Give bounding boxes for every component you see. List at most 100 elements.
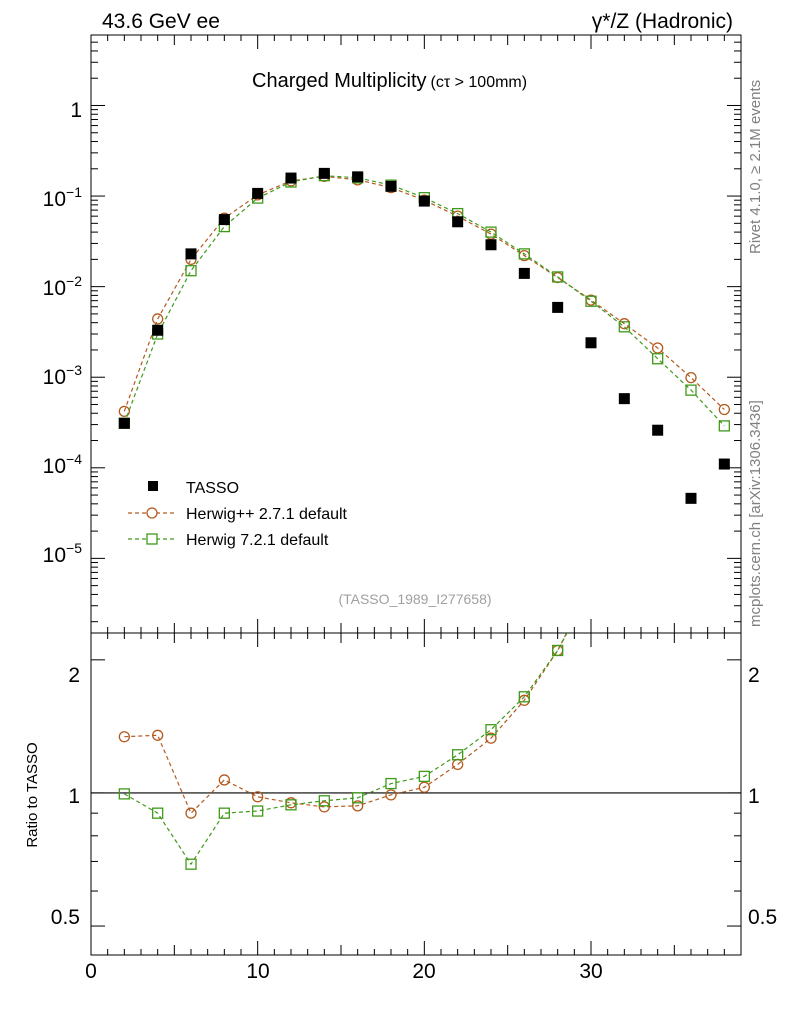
ratio-axis-ticks: [90, 633, 741, 955]
ratio-herwig7-point-x28: [552, 644, 564, 657]
main-tasso-point-x36: [685, 492, 697, 504]
ratio-herwig7-point-x12: [285, 799, 297, 811]
main-herwigpp-point-x34: [652, 342, 664, 354]
main-axis-ticks: [90, 34, 741, 633]
main-herwigpp-point-x36: [685, 371, 697, 384]
main-plot-panel: 1 10−1 10−2 10−3 10−4 10−5 Charged Multi…: [43, 34, 742, 634]
ratio-plot-panel: Ratio to TASSO 2 1 0.5 2 1 0.5 0 10 20 3…: [24, 580, 777, 983]
x-tick-labels: 0 10 20 30: [85, 960, 603, 983]
main-herwig7-point-x26: [518, 248, 530, 260]
legend-entry-herwigpp: Herwig++ 2.7.1 default: [128, 506, 348, 523]
ratio-herwig7-line: [123, 633, 568, 866]
ratio-herwigpp-point-x10: [252, 791, 264, 803]
main-tasso-point-x16: [352, 171, 364, 183]
main-y-tick-label-0.00001: 10−5: [43, 540, 83, 567]
main-y-tick-label-0.0001: 10−4: [43, 451, 83, 478]
main-tasso-point-x30: [585, 337, 597, 349]
main-tasso-point-x24: [485, 239, 497, 251]
ratio-y-axis-label: Ratio to TASSO: [24, 742, 41, 847]
ratio-y-tick-label-0.5-right: 0.5: [748, 906, 777, 929]
ratio-y-tick-label-1-left: 1: [68, 785, 80, 808]
ratio-herwig7-point-x2: [118, 788, 130, 800]
ratio-y-tick-label-0.5-left: 0.5: [51, 906, 80, 929]
ratio-y-tick-label-1-right: 1: [748, 785, 760, 808]
ratio-herwigpp-line: [124, 633, 568, 815]
x-tick-label-30: 30: [579, 960, 602, 983]
ratio-herwig7-point-x8: [218, 807, 230, 819]
ratio-herwigpp-point-x16: [352, 800, 364, 812]
main-y-tick-label-0.01: 10−2: [43, 273, 83, 300]
main-tasso-point-x12: [285, 172, 297, 184]
ratio-y-tick-labels-right: 2 1 0.5: [748, 664, 777, 929]
legend-marker-herwig7: [146, 533, 158, 545]
main-herwig7-point-x36: [685, 384, 697, 396]
rivet-version-label: Rivet 4.1.0, ≥ 2.1M events: [747, 80, 764, 254]
x-tick-label-0: 0: [85, 960, 97, 983]
ratio-herwig7-point-x16: [352, 792, 364, 804]
main-tasso-point-x28: [552, 301, 564, 313]
legend-label-tasso: TASSO: [186, 480, 239, 497]
ratio-y-tick-label-2-left: 2: [68, 664, 80, 687]
legend-label-herwigpp: Herwig++ 2.7.1 default: [186, 506, 348, 523]
main-tasso-point-x14: [318, 167, 330, 179]
ratio-herwigpp-point-x28: [552, 644, 564, 657]
main-tasso-point-x6: [185, 248, 197, 260]
main-herwigpp-point-x2: [118, 405, 130, 417]
main-y-tick-label-1: 1: [70, 99, 82, 122]
main-y-tick-label-0.1: 10−1: [43, 184, 83, 211]
ratio-herwigpp-point-x30: [586, 580, 596, 590]
ratio-herwig7-point-x30: [586, 583, 596, 593]
analysis-watermark: (TASSO_1989_I277658): [338, 591, 491, 607]
main-herwigpp-point-x4: [152, 313, 164, 325]
ratio-herwig7-point-x4: [152, 807, 164, 819]
legend-marker-herwigpp: [146, 507, 158, 519]
ratio-herwigpp-point-x18: [385, 789, 397, 801]
ratio-herwigpp-point-x20: [418, 781, 430, 793]
ratio-herwigpp-point-x14: [318, 801, 330, 813]
main-y-tick-labels: 1 10−1 10−2 10−3 10−4 10−5: [43, 99, 83, 567]
main-herwigpp-point-x38: [718, 403, 730, 416]
main-herwig7-point-x32: [618, 321, 630, 333]
ratio-herwig7-point-x20: [418, 770, 430, 783]
main-tasso-point-x20: [418, 195, 430, 207]
x-tick-label-20: 20: [412, 960, 435, 983]
mcplots-source-label: mcplots.cern.ch [arXiv:1306.3436]: [747, 400, 764, 627]
ratio-herwig7-point-x6: [185, 858, 197, 870]
ratio-herwig7-point-x24: [485, 724, 497, 736]
legend-label-herwig7: Herwig 7.2.1 default: [186, 532, 329, 549]
ratio-herwigpp-point-x6: [185, 807, 197, 819]
main-herwig7-point-x38: [718, 420, 730, 432]
main-y-tick-label-0.001: 10−3: [43, 362, 83, 389]
main-tasso-point-x4: [152, 324, 164, 336]
legend: TASSO Herwig++ 2.7.1 default Herwig 7.2.…: [128, 480, 348, 549]
legend-marker-tasso: [148, 481, 158, 491]
ratio-series-group: [118, 580, 596, 870]
main-tasso-point-x38: [718, 458, 730, 470]
ratio-plot-frame: [90, 632, 742, 956]
plot-title: Charged Multiplicity (cτ > 100mm): [252, 70, 527, 92]
main-tasso-point-x32: [618, 393, 630, 405]
main-tasso-point-x22: [452, 216, 464, 228]
ratio-herwigpp-point-x8: [218, 774, 230, 786]
ratio-herwig7-point-x10: [252, 805, 264, 817]
main-tasso-point-x8: [218, 214, 230, 226]
ratio-herwig7-point-x18: [385, 777, 397, 790]
main-herwig7-point-x28: [552, 271, 564, 283]
ratio-herwig7-point-x26: [518, 691, 530, 703]
ratio-herwig7-point-x22: [452, 749, 464, 761]
ratio-herwigpp-point-x4: [152, 729, 164, 741]
ratio-y-tick-label-2-right: 2: [748, 664, 760, 687]
ratio-herwigpp-point-x2: [118, 731, 130, 743]
main-tasso-point-x26: [518, 267, 530, 279]
legend-entry-tasso: TASSO: [148, 480, 239, 497]
legend-entry-herwig7: Herwig 7.2.1 default: [128, 532, 329, 549]
main-herwig7-point-x34: [652, 353, 664, 365]
main-herwig7-point-x24: [485, 226, 497, 238]
ratio-herwigpp-point-x24: [485, 732, 497, 744]
main-tasso-point-x34: [652, 424, 664, 436]
ratio-herwig7-point-x14: [318, 795, 330, 807]
ratio-y-tick-labels-left: 2 1 0.5: [51, 664, 80, 929]
x-tick-label-10: 10: [246, 960, 269, 983]
main-tasso-point-x10: [252, 187, 264, 199]
